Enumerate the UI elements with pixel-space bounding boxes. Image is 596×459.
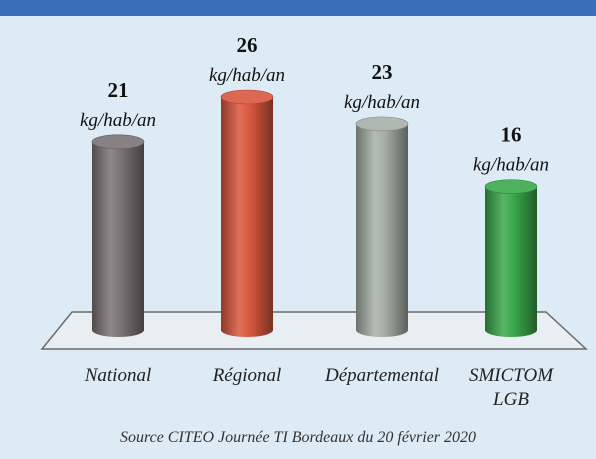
- bar-départemental: [355, 116, 409, 337]
- category-label: Départemental: [324, 365, 439, 386]
- unit-label: kg/hab/an: [473, 155, 549, 176]
- unit-label: kg/hab/an: [344, 92, 420, 113]
- category-label: National: [84, 365, 152, 386]
- value-label: 23: [372, 60, 393, 84]
- bar-national: [91, 134, 145, 337]
- category-label: SMICTOM: [469, 365, 554, 386]
- header-bar: [0, 0, 596, 16]
- unit-label: kg/hab/an: [80, 110, 156, 131]
- value-label: 26: [237, 33, 258, 57]
- value-label: 21: [108, 78, 129, 102]
- bar-smictom-lgb: [484, 179, 538, 337]
- unit-label: kg/hab/an: [209, 65, 285, 86]
- bar-régional: [220, 89, 274, 337]
- source-note: Source CITEO Journée TI Bordeaux du 20 f…: [119, 429, 477, 446]
- category-label: LGB: [492, 389, 529, 410]
- value-label: 16: [501, 123, 522, 147]
- category-label: Régional: [212, 365, 282, 386]
